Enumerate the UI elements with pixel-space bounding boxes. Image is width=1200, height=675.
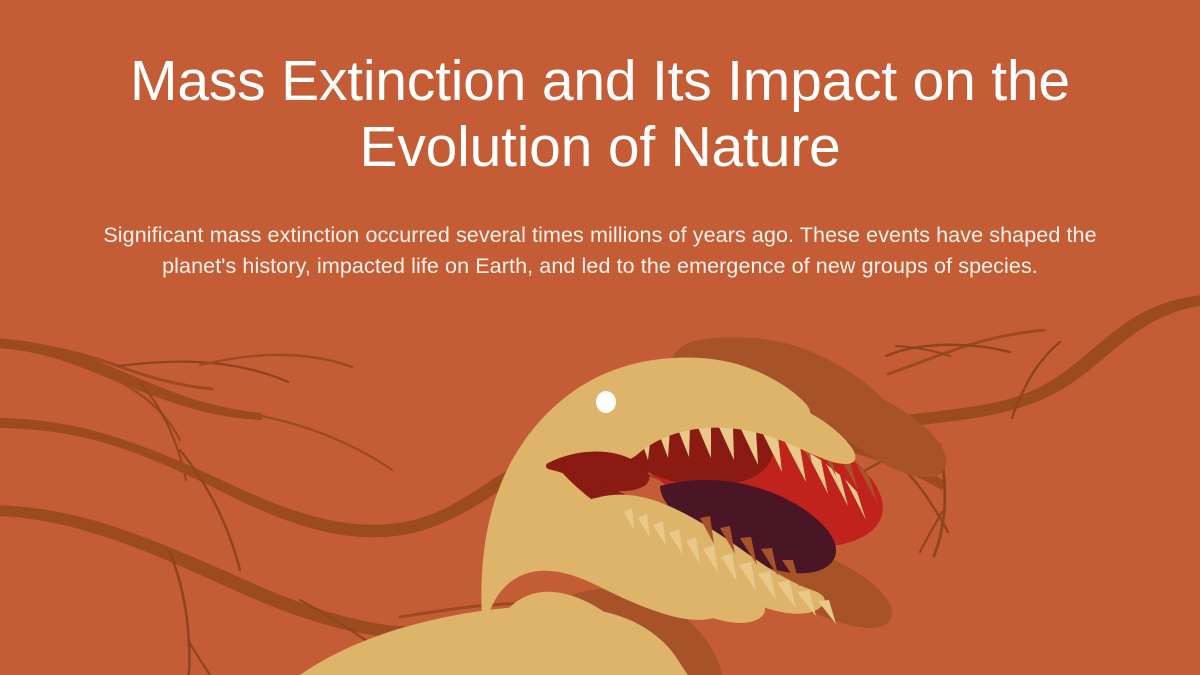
lower-shadow-tooth-2 [720,526,735,554]
left-branch-tip-b [260,414,394,472]
lower-shadow-tooth-3 [740,537,757,565]
lower-tooth-5 [686,537,700,564]
lower-tooth-7 [721,553,737,582]
lower-tooth-6 [703,545,718,573]
right-branch-tip-d [1010,340,1062,420]
lower-tooth-8 [739,562,756,591]
dinosaur-group [300,337,947,675]
dino-neck-fill [484,591,658,675]
right-branch-tip-c [895,345,951,357]
upper-tooth-10 [826,464,848,506]
left-branch-main-upper [0,338,262,420]
dino-head [481,357,811,675]
dino-upper-jaw-shadow-right [836,389,947,478]
left-branch-main-mid [0,418,616,538]
lower-tooth-1 [624,508,634,530]
upper-tooth-8 [784,440,806,482]
dino-eye [596,391,616,413]
right-branch-fork-tip-c [918,510,944,554]
lower-shadow-tooth-5 [782,560,800,587]
lower-shadow-tooth-1 [700,516,714,544]
lower-tooth-10 [777,580,796,608]
right-branch-tip-a [886,328,1046,376]
left-branch-tip-a [198,353,354,369]
page-title: Mass Extinction and Its Impact on the Ev… [130,49,1070,180]
slide-subtitle: Significant mass extinction occurred sev… [103,223,1097,278]
upper-tooth-11 [845,479,866,520]
upper-tooth-4 [697,425,711,458]
upper-shadow-tooth-4 [856,464,878,504]
lower-tooth-9 [758,571,776,600]
dino-upper-teeth-group [640,425,866,520]
left-branch-main-lower [0,505,448,638]
lower-tooth-2 [638,514,650,538]
lower-tooth-4 [669,529,683,555]
lower-tooth-3 [653,521,666,546]
left-branch-mid-tip-c [178,448,242,572]
left-branch-lower-tip-c [168,550,191,675]
dino-lower-teeth-shadow-group [700,516,800,587]
right-branch-tip-b [884,343,1012,358]
dino-throat [660,480,837,574]
lower-tooth-11 [797,590,816,616]
upper-tooth-6 [740,427,758,465]
dino-upper-lip [601,390,856,464]
upper-tooth-3 [677,426,690,457]
dino-lower-teeth-group [624,508,836,624]
lower-shadow-tooth-4 [761,548,778,576]
dino-lower-jaw-front [539,515,765,623]
dino-tongue [545,451,650,492]
upper-tooth-7 [762,432,782,472]
upper-tooth-5 [718,425,734,460]
lower-tooth-12 [818,600,836,624]
dino-lower-jaw [579,494,825,614]
